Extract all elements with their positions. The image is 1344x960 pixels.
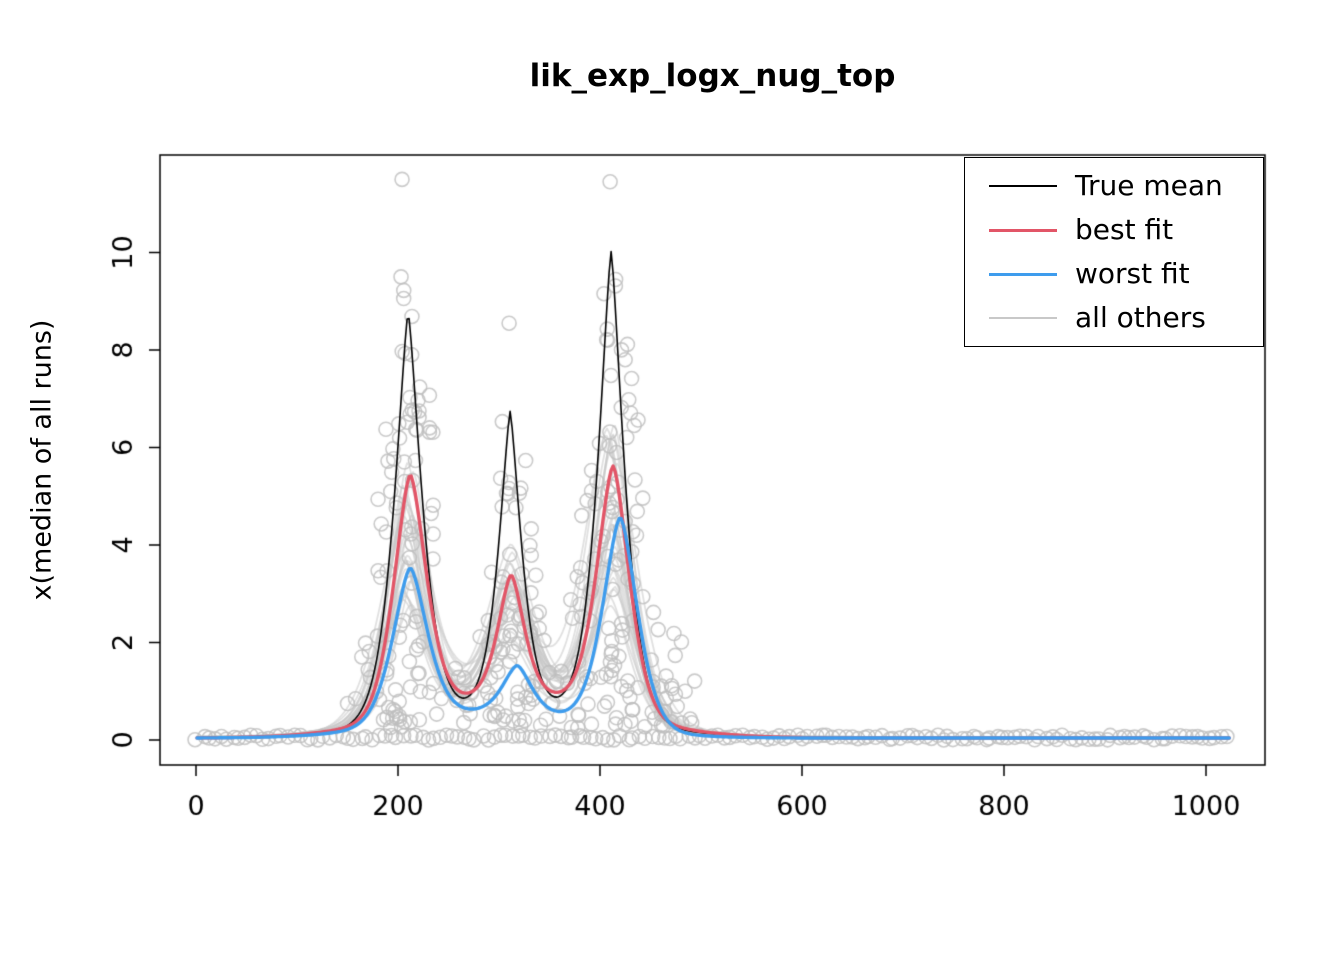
legend-label: True mean	[1075, 169, 1223, 202]
legend-swatch-2	[989, 272, 1057, 276]
legend-item-all-others: all others	[989, 304, 1263, 332]
legend-item-true-mean: True mean	[989, 172, 1263, 200]
legend-item-worst-fit: worst fit	[989, 260, 1263, 288]
y-axis-label: x(median of all runs)	[26, 319, 58, 601]
legend-item-best-fit: best fit	[989, 216, 1263, 244]
legend-label: best fit	[1075, 213, 1174, 246]
legend-swatch-1	[989, 228, 1057, 232]
legend-swatch-0	[989, 185, 1057, 187]
legend-swatch-3	[989, 317, 1057, 319]
legend-label: worst fit	[1075, 257, 1190, 290]
legend: True mean best fit worst fit all others	[964, 157, 1264, 347]
legend-label: all others	[1075, 301, 1206, 334]
chart-title: lik_exp_logx_nug_top	[529, 58, 896, 94]
